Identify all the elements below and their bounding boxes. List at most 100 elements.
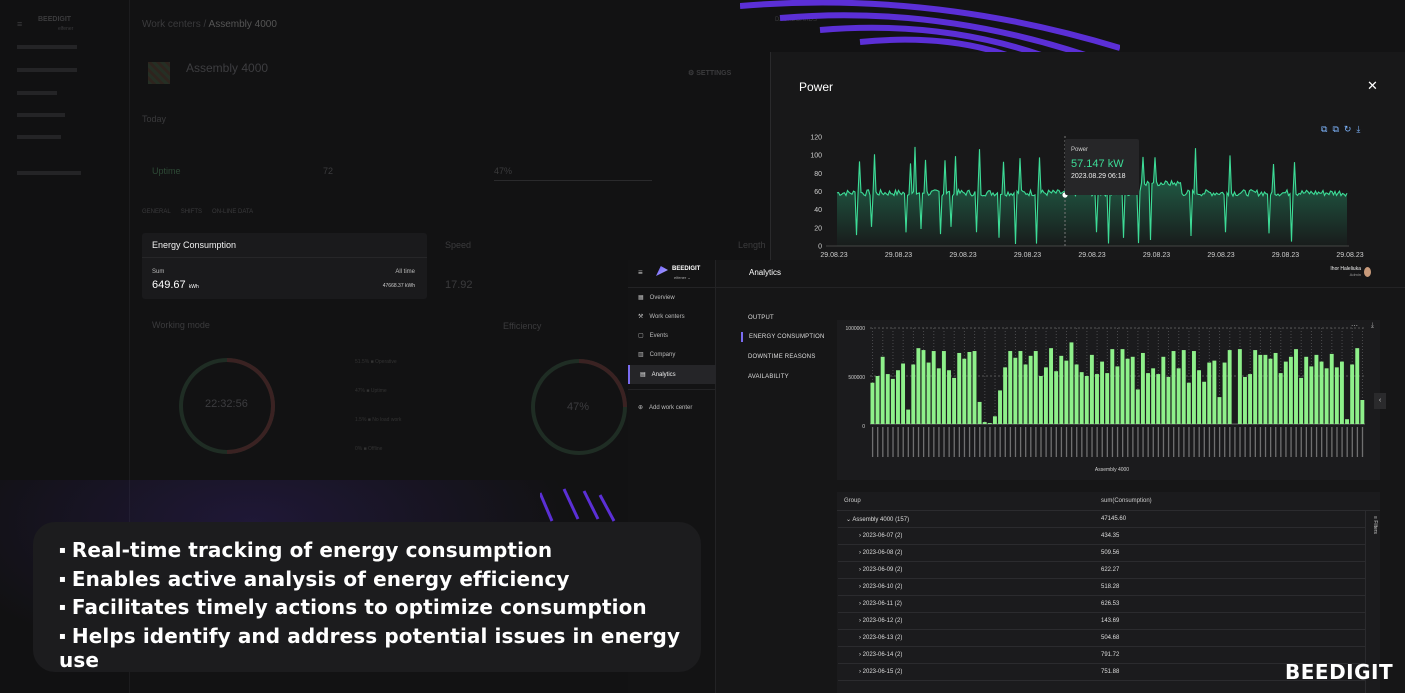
table-row[interactable]: › 2023-06-11 (2) 626.53: [838, 596, 1365, 613]
tab-shifts[interactable]: SHIFTS: [180, 209, 203, 215]
x-tick-label: [1004, 427, 1006, 457]
tab-general[interactable]: GENERAL: [142, 209, 171, 215]
menu-icon[interactable]: ≡: [638, 268, 643, 277]
chart-menu-icon[interactable]: ⋯: [1351, 323, 1358, 330]
header-title: Analytics: [749, 268, 782, 277]
bg-nav-item[interactable]: [17, 45, 77, 49]
bar: [1023, 364, 1028, 424]
bg-nav-item[interactable]: [17, 113, 65, 117]
row-label: › 2023-06-11 (2): [859, 601, 902, 607]
feature-list: Real-time tracking of energy consumption…: [59, 538, 701, 672]
bg-add-item[interactable]: [17, 171, 81, 175]
x-tick-label: [1081, 427, 1083, 457]
speed-label: Speed: [445, 240, 472, 250]
bar: [1176, 368, 1181, 424]
restore-icon[interactable]: ↻: [1343, 124, 1352, 134]
x-tick-label: [1305, 427, 1308, 457]
x-tick-label: [1239, 427, 1241, 457]
filters-sidebar[interactable]: ≡ Filters: [1365, 510, 1380, 693]
x-tick-label: [984, 427, 986, 457]
bar: [1207, 362, 1212, 424]
row-value: 434.35: [1101, 533, 1120, 539]
x-tick-label: [887, 427, 889, 457]
x-tick-label: [1188, 427, 1190, 457]
power-modal: Power ✕ ⧉ ⧉ ↻ ⤓ 120 100 80 60 40 20 0 29.08.23…: [770, 52, 1405, 264]
zoom-icon[interactable]: ⧉: [1321, 124, 1328, 134]
sidebar-item-label: Events: [649, 332, 669, 339]
menu-icon[interactable]: ≡: [17, 19, 23, 29]
all-time-value: 47668.37 kWh: [382, 283, 415, 289]
bar: [901, 363, 906, 424]
x-tick-label: [902, 427, 904, 457]
table-row[interactable]: › 2023-06-12 (2) 143.69: [838, 613, 1365, 630]
close-icon[interactable]: ✕: [1367, 78, 1378, 93]
avatar[interactable]: [1364, 267, 1371, 277]
column-header-sum[interactable]: sum(Consumption): [1101, 498, 1152, 504]
logo-sub[interactable]: elfener ⌄: [674, 275, 691, 280]
calendar-icon: ▢: [638, 333, 644, 339]
tab-output[interactable]: OUTPUT: [748, 315, 774, 321]
chart-icon: ▤: [640, 372, 646, 378]
table-row[interactable]: › 2023-06-07 (2) 434.35: [838, 528, 1365, 545]
x-tick-label: [1331, 427, 1333, 457]
divider: [494, 180, 652, 181]
bar: [972, 351, 977, 424]
sidebar-item-events[interactable]: ▢ Events: [628, 326, 716, 345]
bar: [1304, 356, 1309, 424]
tab-availability[interactable]: AVAILABILITY: [748, 374, 789, 380]
collapse-panel-button[interactable]: ‹: [1374, 393, 1386, 409]
table-row[interactable]: › 2023-06-15 (2) 751.88: [838, 664, 1365, 681]
filters-label: ≡ Filters: [1372, 516, 1378, 534]
table-row[interactable]: › 2023-06-13 (2) 504.68: [838, 630, 1365, 647]
working-time: 22:32:56: [205, 398, 248, 410]
zoom-back-icon[interactable]: ⧉: [1332, 124, 1339, 134]
column-header-group[interactable]: Group: [844, 498, 861, 504]
bg-nav-item[interactable]: [17, 135, 61, 139]
dashboards-label[interactable]: DASHBOARDS: [775, 17, 818, 23]
table-row[interactable]: › 2023-06-14 (2) 791.72: [838, 647, 1365, 664]
x-tick-label: [1091, 427, 1093, 457]
x-tick-label: [1070, 427, 1073, 457]
table-row[interactable]: › 2023-06-08 (2) 509.56: [838, 545, 1365, 562]
bg-nav-item[interactable]: [17, 91, 57, 95]
table-group-row[interactable]: ⌄ Assembly 4000 (157) 47145.60: [838, 511, 1365, 528]
bar: [1309, 366, 1314, 424]
x-tick-label: [1321, 427, 1323, 457]
sidebar-item-overview[interactable]: ▦ Overview: [628, 288, 716, 307]
add-work-center-button[interactable]: ⊕ Add work center: [628, 398, 716, 417]
bg-nav-item[interactable]: [17, 68, 77, 72]
bar: [1120, 349, 1125, 424]
efficiency-donut: [531, 359, 627, 455]
x-tick-label: [989, 427, 991, 457]
sidebar-item-company[interactable]: ▥ Company: [628, 345, 716, 364]
download-icon[interactable]: ⤓: [1356, 124, 1361, 134]
y-tick-label: 0: [818, 244, 822, 251]
bar: [1044, 367, 1048, 424]
bar: [931, 351, 936, 424]
bar: [1339, 361, 1344, 424]
bar: [1350, 364, 1355, 424]
sidebar-item-analytics[interactable]: ▤ Analytics: [628, 365, 716, 384]
table-row[interactable]: › 2023-06-09 (2) 622.27: [838, 562, 1365, 579]
bar: [1038, 376, 1043, 424]
energy-chart-panel: 1000000 500000 0 Assembly 4000 ⋯ ⤓: [837, 320, 1380, 480]
breadcrumb-link[interactable]: Work centers: [142, 19, 201, 30]
bar: [885, 374, 890, 424]
tools-icon: ⚒: [638, 314, 644, 320]
sidebar-item-work-centers[interactable]: ⚒ Work centers: [628, 307, 716, 326]
bar: [1054, 371, 1059, 424]
row-value: 751.88: [1101, 669, 1120, 675]
tab-online-data[interactable]: ON-LINE DATA: [212, 209, 254, 215]
download-icon[interactable]: ⤓: [1370, 322, 1374, 329]
settings-button[interactable]: ⚙ SETTINGS: [688, 70, 732, 77]
bar: [941, 351, 946, 424]
tab-energy-consumption[interactable]: ENERGY CONSUMPTION: [741, 332, 825, 342]
user-info[interactable]: Ihor Haleliuka Admin: [1330, 266, 1361, 277]
today-label: Today: [142, 114, 167, 124]
sidebar-item-label: Analytics: [651, 371, 676, 378]
x-tick-label: [1254, 427, 1256, 457]
divider: [142, 257, 427, 258]
table-row[interactable]: › 2023-06-10 (2) 518.28: [838, 579, 1365, 596]
tab-downtime-reasons[interactable]: DOWNTIME REASONS: [748, 354, 816, 360]
x-tick-label: [1295, 427, 1297, 457]
